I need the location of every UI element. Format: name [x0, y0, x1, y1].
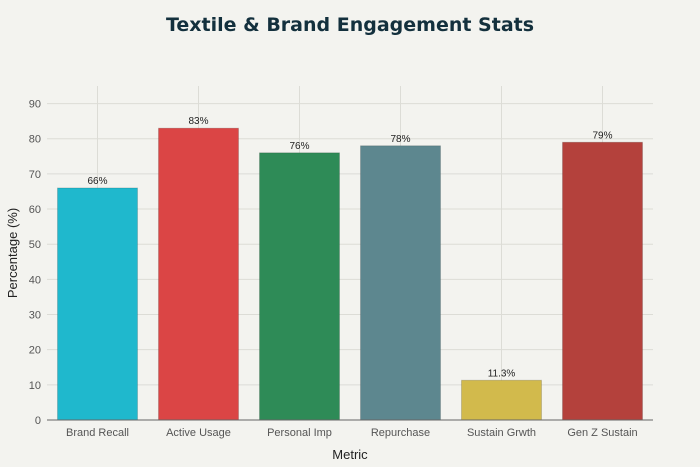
y-tick-label: 20	[29, 345, 41, 357]
y-tick-label: 30	[29, 310, 41, 322]
y-axis-title: Percentage (%)	[5, 208, 20, 298]
data-label: 11.3%	[488, 368, 516, 379]
y-tick-label: 80	[29, 134, 41, 146]
y-tick-label: 60	[29, 204, 41, 216]
data-label: 66%	[87, 176, 107, 187]
x-tick-label: Sustain Grwth	[467, 427, 536, 439]
y-tick-label: 70	[29, 169, 41, 181]
data-label: 76%	[289, 141, 309, 152]
y-tick-label: 10	[29, 380, 41, 392]
bar	[57, 187, 138, 421]
x-axis-title: Metric	[332, 447, 368, 462]
bar	[562, 141, 643, 421]
x-tick-label: Brand Recall	[66, 427, 129, 439]
y-tick-label: 40	[29, 274, 41, 286]
data-label: 78%	[390, 134, 410, 145]
bar	[360, 145, 441, 421]
y-tick-label: 0	[35, 415, 41, 427]
bar	[461, 379, 542, 421]
x-tick-label: Personal Imp	[267, 427, 332, 439]
x-tick-label: Repurchase	[371, 427, 430, 439]
y-tick-label: 50	[29, 239, 41, 251]
x-tick-label: Gen Z Sustain	[567, 427, 637, 439]
bar	[259, 152, 340, 421]
data-label: 83%	[188, 116, 208, 127]
bar	[158, 127, 239, 421]
chart-title: Textile & Brand Engagement Stats	[165, 14, 535, 36]
x-tick-label: Active Usage	[166, 427, 231, 439]
data-label: 79%	[592, 130, 612, 141]
y-tick-label: 90	[29, 99, 41, 111]
